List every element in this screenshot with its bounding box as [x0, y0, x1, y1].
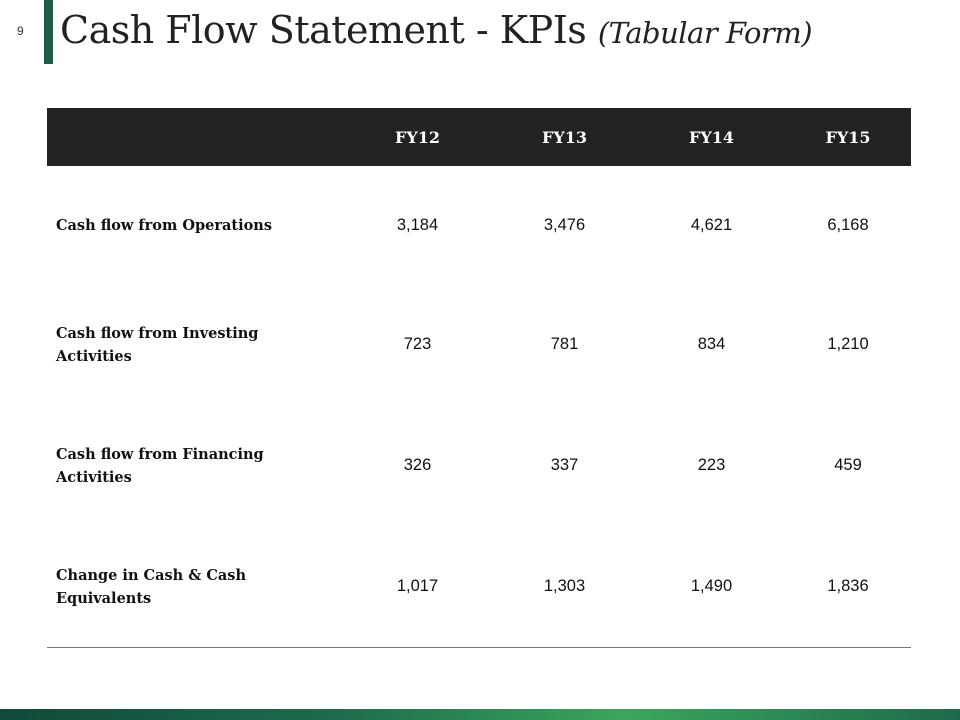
bottom-accent-bar [0, 709, 960, 720]
cash-flow-kpi-table: FY12 FY13 FY14 FY15 Cash flow from Opera… [47, 108, 911, 648]
header-fy15: FY15 [785, 108, 911, 166]
table-cell: 3,476 [543, 215, 586, 234]
page-number: 9 [17, 24, 24, 38]
title-suffix: (Tabular Form) [597, 16, 813, 50]
table-cell: 1,210 [827, 335, 869, 353]
row-label: Change in Cash & Cash Equivalents [47, 526, 344, 648]
row-label: Cash flow from Financing Activities [56, 445, 264, 486]
table-cell: 723 [403, 335, 432, 353]
header-fy12: FY12 [344, 108, 491, 166]
title-accent-bar [44, 0, 53, 64]
header-fy13: FY13 [491, 108, 638, 166]
table-row: Change in Cash & Cash Equivalents 1,017 … [47, 526, 911, 648]
table-cell: 1,836 [785, 526, 911, 648]
table-cell: 1,017 [344, 526, 491, 648]
table-row: Cash flow from Operations 3,184 3,476 4,… [47, 166, 911, 284]
title-main: Cash Flow Statement - KPIs [60, 8, 598, 52]
row-label: Cash flow from Operations [56, 216, 272, 234]
table-cell: 223 [697, 456, 726, 474]
table-cell: 1,490 [638, 526, 785, 648]
table-cell: 326 [403, 456, 432, 474]
slide-title: Cash Flow Statement - KPIs (Tabular Form… [60, 8, 813, 52]
table-cell: 459 [834, 456, 862, 474]
header-label-column [47, 108, 344, 166]
table-cell: 781 [550, 335, 579, 353]
table-cell: 3,184 [396, 215, 439, 234]
table-cell: 337 [550, 456, 579, 474]
table-cell: 4,621 [690, 215, 733, 234]
header-fy14: FY14 [638, 108, 785, 166]
table-cell: 6,168 [827, 215, 869, 234]
table-cell: 1,303 [491, 526, 638, 648]
table-row: Cash flow from Financing Activities 326 … [47, 405, 911, 526]
table-cell: 834 [697, 335, 726, 353]
table-row: Cash flow from Investing Activities 723 … [47, 284, 911, 405]
row-label: Cash flow from Investing Activities [56, 324, 259, 365]
table-header-row: FY12 FY13 FY14 FY15 [47, 108, 911, 166]
